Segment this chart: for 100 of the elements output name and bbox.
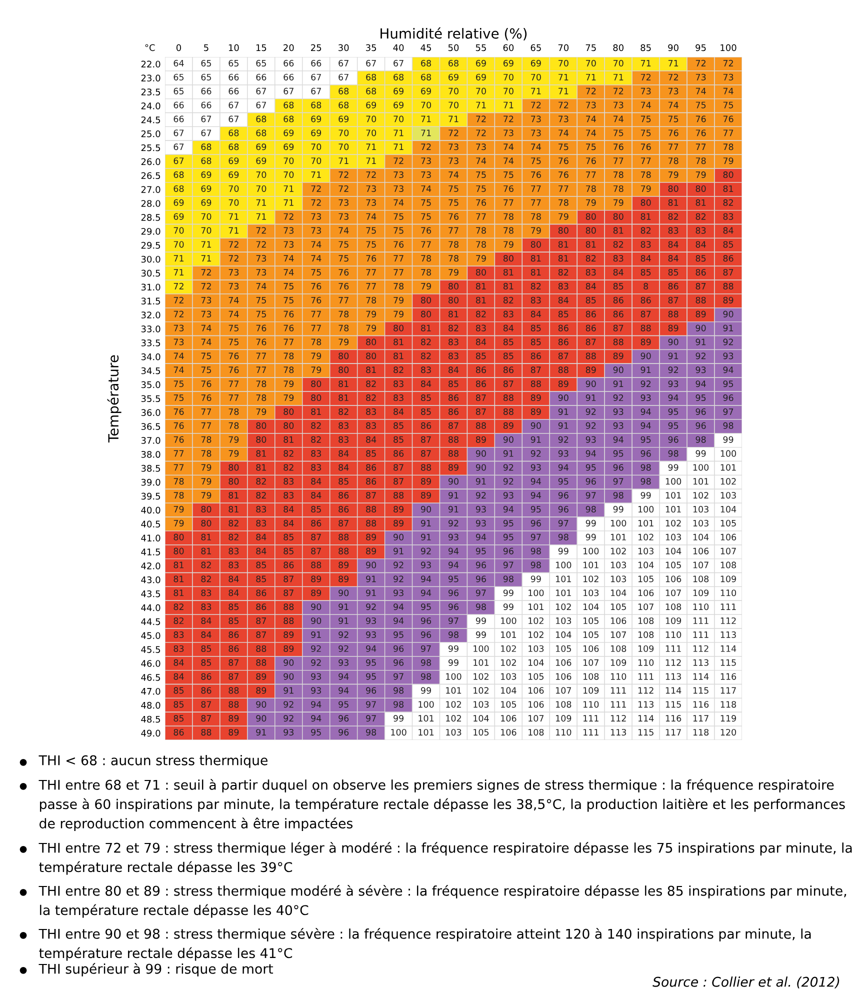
data-label: 100 <box>391 728 406 736</box>
data-label: 72 <box>531 102 541 108</box>
x-tick-label: 35 <box>366 44 376 52</box>
data-label: 75 <box>174 394 184 402</box>
data-label: 92 <box>338 645 348 652</box>
data-label: 70 <box>228 199 239 206</box>
data-label: 82 <box>256 492 266 499</box>
y-tick-label: 43.5 <box>141 590 160 598</box>
data-label: 72 <box>504 116 514 122</box>
data-label: 85 <box>503 352 514 360</box>
data-label: 101 <box>638 520 654 526</box>
data-label: 86 <box>201 673 212 680</box>
data-label: 110 <box>666 631 682 638</box>
data-label: 70 <box>174 227 184 234</box>
data-label: 81 <box>503 268 514 276</box>
data-label: 101 <box>556 590 571 596</box>
data-label: 75 <box>668 116 678 122</box>
y-tick-label: 39.0 <box>141 478 160 486</box>
data-label: 93 <box>476 506 486 513</box>
data-label: 112 <box>610 715 626 722</box>
data-label: 84 <box>366 436 376 443</box>
x-tick-label: 80 <box>613 44 624 52</box>
data-label: 115 <box>666 701 681 708</box>
data-label: 84 <box>503 324 514 332</box>
data-label: 77 <box>614 158 624 164</box>
data-label: 76 <box>668 130 678 136</box>
data-label: 94 <box>530 492 542 499</box>
data-label: 83 <box>394 394 404 402</box>
data-label: 74 <box>504 158 514 164</box>
data-label: 85 <box>394 436 404 443</box>
data-label: 73 <box>284 241 294 248</box>
data-label: 88 <box>696 296 706 304</box>
data-label: 92 <box>394 562 404 568</box>
data-label: 103 <box>501 673 516 680</box>
text: THI entre 68 et 71 : seuil à partir duquel on observe les premiers signes de stress thermique : la fréquence respiratoire passe à 60 inspirations par minute, la température rectale dépasse les 38,5°C, la production laitière et les performances de reproduction commencent à être impactées <box>38 779 845 832</box>
data-label: 83 <box>228 562 239 568</box>
data-label: 87 <box>723 268 734 276</box>
data-label: 70 <box>311 157 322 164</box>
data-label: 74 <box>614 116 624 122</box>
data-label: 84 <box>668 255 678 262</box>
data-label: 83 <box>284 492 294 499</box>
data-label: 67 <box>228 102 239 108</box>
data-label: 89 <box>256 673 266 680</box>
data-label: 90 <box>366 562 376 568</box>
data-label: 87 <box>558 352 568 360</box>
data-label: 111 <box>610 701 626 708</box>
data-label: 110 <box>693 604 709 610</box>
data-label: 79 <box>448 268 458 276</box>
data-label: 108 <box>638 631 654 638</box>
data-label: 76 <box>558 171 568 178</box>
data-label: 82 <box>228 520 238 526</box>
data-label: 67 <box>338 60 348 67</box>
data-label: 81 <box>503 282 514 290</box>
data-label: 114 <box>638 715 654 722</box>
data-label: 82 <box>421 352 431 360</box>
data-label: 80 <box>174 534 184 540</box>
data-label: 64 <box>174 60 184 67</box>
data-label: 70 <box>201 213 212 220</box>
data-label: 73 <box>531 130 541 136</box>
data-label: 88 <box>338 534 349 540</box>
data-label: 77 <box>531 199 541 206</box>
data-label: 92 <box>476 492 486 499</box>
data-label: 96 <box>558 492 568 499</box>
data-label: 87 <box>394 464 404 471</box>
data-label: 84 <box>476 338 486 346</box>
data-label: 67 <box>174 130 184 136</box>
data-label: 73 <box>201 296 212 304</box>
data-label: 71 <box>614 74 624 80</box>
data-label: 85 <box>558 310 568 318</box>
data-label: 96 <box>338 715 349 722</box>
data-label: 85 <box>421 394 431 402</box>
data-label: 93 <box>394 590 404 596</box>
data-label: 92 <box>668 366 678 374</box>
data-label: 119 <box>720 715 736 722</box>
data-label: 71 <box>421 130 431 136</box>
data-label: 103 <box>528 645 544 652</box>
data-label: 109 <box>610 659 626 666</box>
data-label: 69 <box>311 130 322 136</box>
data-label: 93 <box>640 394 651 402</box>
data-label: 101 <box>418 728 434 736</box>
data-label: 87 <box>696 282 706 290</box>
data-label: 96 <box>558 506 568 513</box>
data-label: 71 <box>256 199 266 206</box>
data-label: 100 <box>528 590 544 596</box>
data-label: 86 <box>530 352 541 360</box>
data-label: 91 <box>723 324 734 332</box>
data-label: 67 <box>394 60 404 67</box>
data-label: 76 <box>640 144 651 150</box>
data-label: 106 <box>501 715 516 722</box>
data-label: 99 <box>448 645 458 652</box>
data-label: 88 <box>640 324 651 332</box>
data-label: 72 <box>174 282 184 290</box>
data-label: 105 <box>666 562 681 568</box>
data-label: 98 <box>696 436 706 443</box>
data-label: 95 <box>503 520 514 526</box>
data-label: 72 <box>174 310 184 318</box>
data-label: 82 <box>338 408 348 415</box>
data-label: 106 <box>528 687 544 694</box>
data-label: 118 <box>693 728 709 736</box>
data-label: 108 <box>720 562 736 568</box>
